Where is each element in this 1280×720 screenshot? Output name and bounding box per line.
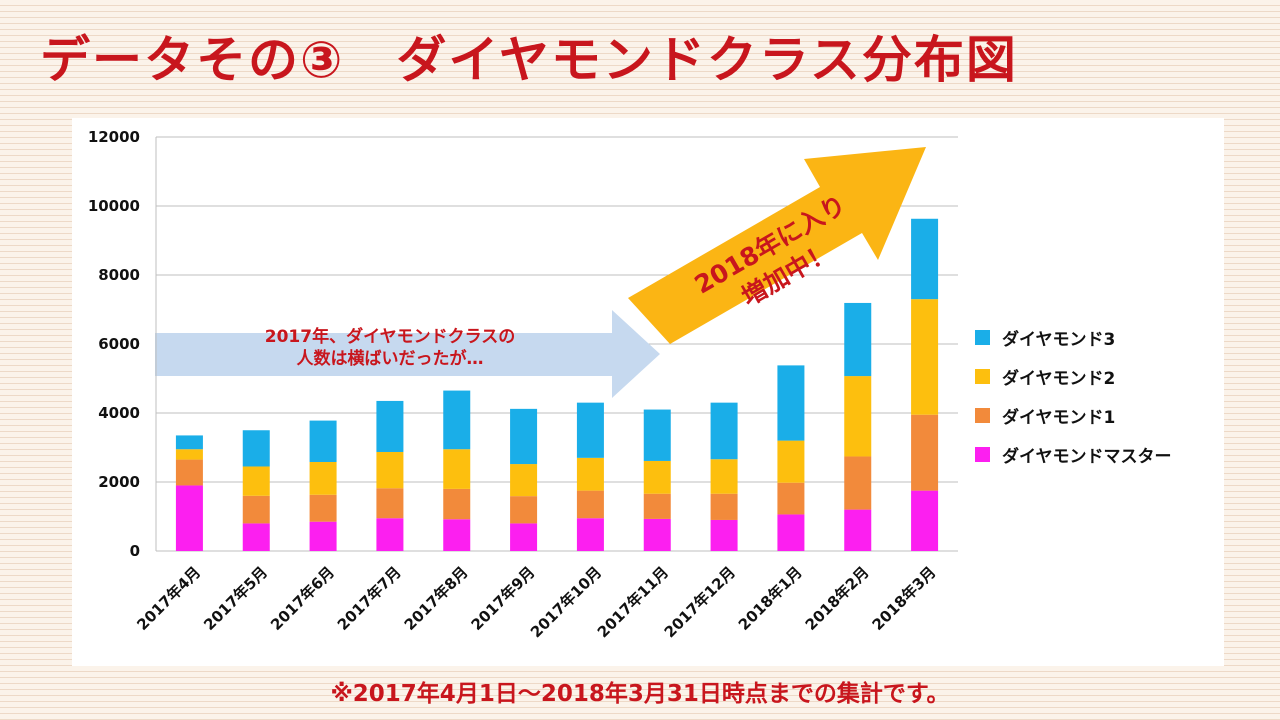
bar-segment [175, 459, 203, 486]
bar-segment [777, 440, 805, 483]
bar-segment [510, 523, 538, 551]
bar-segment [309, 494, 337, 522]
legend-item-d3: ダイヤモンド3 [975, 318, 1225, 357]
bar-segment [710, 459, 738, 494]
bar-segment [175, 449, 203, 460]
bar-segment [242, 523, 270, 551]
bar-segment [376, 400, 404, 452]
bar-segment [576, 457, 604, 491]
legend-swatch [975, 408, 990, 423]
bar-segment [576, 402, 604, 458]
bar-segment [309, 521, 337, 551]
bar-segment [643, 518, 671, 551]
flat-trend-note-line2: 人数は横ばいだったが… [296, 349, 484, 369]
bar-segment [242, 430, 270, 467]
bars [175, 218, 939, 551]
bar-segment [309, 420, 337, 462]
bar-segment [510, 408, 538, 465]
bar-segment [443, 449, 471, 489]
flat-arrow [155, 310, 660, 398]
bar-segment [242, 495, 270, 524]
x-tick-label: 2017年7月 [334, 563, 405, 634]
bar-segment [376, 518, 404, 551]
bar-segment [844, 376, 872, 457]
legend-item-d2: ダイヤモンド2 [975, 357, 1225, 396]
bar-segment [242, 466, 270, 496]
legend-label: ダイヤモンドマスター [1002, 447, 1172, 467]
legend-label: ダイヤモンド3 [1002, 330, 1116, 350]
growth-arrow [628, 147, 926, 344]
x-tick-label: 2017年8月 [401, 563, 472, 634]
x-tick-label: 2017年12月 [661, 563, 739, 641]
legend-swatch [975, 369, 990, 384]
x-tick-label: 2017年5月 [200, 563, 271, 634]
bar-segment [376, 488, 404, 519]
footnote: ※2017年4月1日〜2018年3月31日時点までの集計です。 [330, 681, 950, 707]
y-tick-label: 6000 [98, 335, 140, 353]
page-title: データその③ ダイヤモンドクラス分布図 [40, 31, 1018, 89]
bar-segment [443, 519, 471, 551]
up-arrow [628, 147, 926, 344]
bar-segment [911, 299, 939, 415]
bar-segment [643, 409, 671, 461]
bar-segment [911, 414, 939, 491]
x-tick-label: 2017年6月 [267, 563, 338, 634]
legend-swatch [975, 330, 990, 345]
x-tick-label: 2018年3月 [869, 563, 940, 634]
bar-segment [777, 514, 805, 551]
bar-segment [844, 456, 872, 510]
legend-item-master: ダイヤモンドマスター [975, 435, 1225, 474]
bar-segment [911, 218, 939, 300]
bar-segment [443, 488, 471, 520]
x-tick-label: 2018年1月 [735, 563, 806, 634]
x-tick-label: 2017年4月 [133, 563, 204, 634]
bar-segment [443, 390, 471, 450]
bar-segment [844, 509, 872, 551]
bar-segment [510, 496, 538, 524]
legend-swatch [975, 447, 990, 462]
bar-segment [175, 485, 203, 551]
y-tick-label: 2000 [98, 473, 140, 491]
bar-segment [643, 460, 671, 494]
y-tick-label: 12000 [88, 128, 140, 146]
legend-label: ダイヤモンド1 [1002, 408, 1116, 428]
chart-legend: ダイヤモンド3 ダイヤモンド2 ダイヤモンド1 ダイヤモンドマスター [975, 318, 1225, 474]
bar-segment [576, 490, 604, 519]
bar-segment [844, 302, 872, 377]
legend-item-d1: ダイヤモンド1 [975, 396, 1225, 435]
bar-segment [710, 402, 738, 460]
x-tick-label: 2017年9月 [468, 563, 539, 634]
bar-segment [911, 490, 939, 551]
bar-segment [643, 493, 671, 519]
y-tick-label: 0 [130, 542, 140, 560]
bar-segment [710, 519, 738, 551]
bar-segment [175, 435, 203, 450]
bar-segment [710, 493, 738, 520]
bar-segment [777, 482, 805, 515]
y-tick-label: 10000 [88, 197, 140, 215]
y-tick-label: 8000 [98, 266, 140, 284]
bar-segment [376, 451, 404, 489]
bar-segment [510, 464, 538, 497]
flat-trend-note-line1: 2017年、ダイヤモンドクラスの [264, 327, 516, 347]
y-tick-label: 4000 [98, 404, 140, 422]
x-tick-label: 2018年2月 [802, 563, 873, 634]
bar-segment [576, 518, 604, 551]
flat-trend-arrow [155, 310, 660, 398]
legend-label: ダイヤモンド2 [1002, 369, 1116, 389]
bar-segment [309, 461, 337, 495]
flat-trend-note: 2017年、ダイヤモンドクラスの 人数は横ばいだったが… [190, 326, 590, 370]
chart-panel [72, 118, 1224, 666]
bar-segment [777, 365, 805, 441]
